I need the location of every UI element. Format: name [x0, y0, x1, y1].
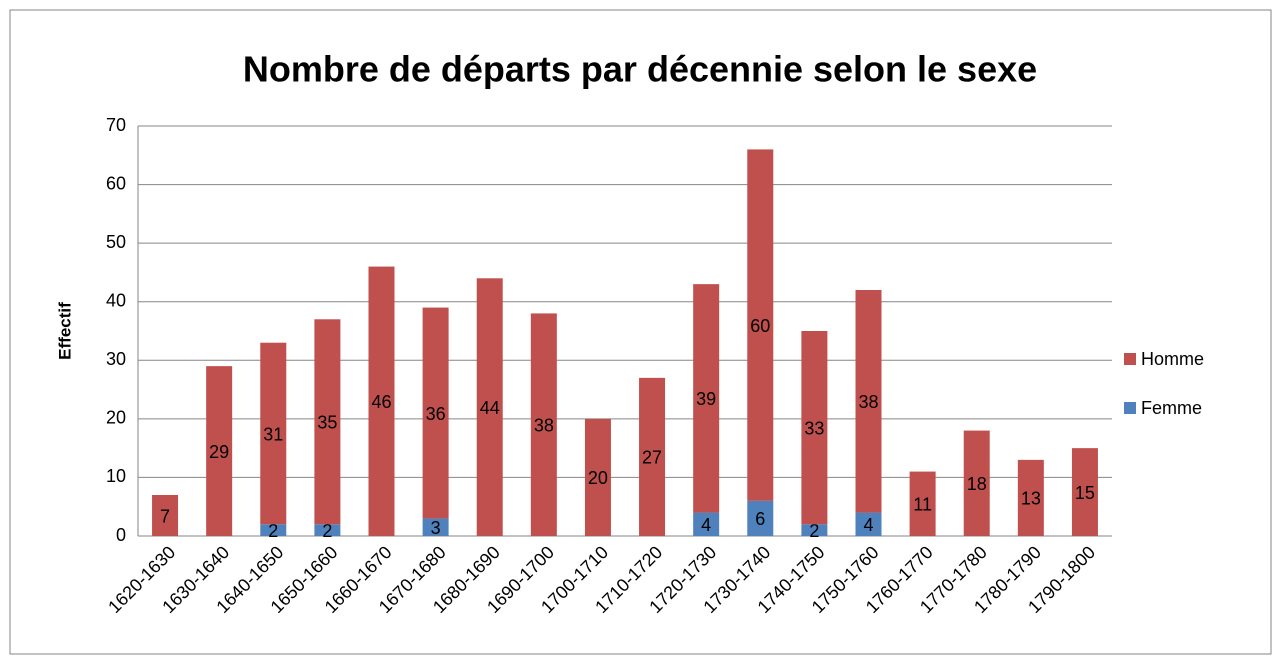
y-tick-label: 50 [106, 232, 126, 252]
legend-swatch [1124, 402, 1136, 414]
bar [747, 500, 774, 536]
legend-label: Homme [1141, 349, 1204, 369]
bar [530, 313, 557, 536]
bar [639, 377, 666, 536]
bar [855, 290, 882, 513]
bar [693, 512, 720, 536]
bar [260, 342, 287, 525]
data-label: 46 [371, 392, 391, 412]
data-label: 4 [863, 515, 873, 535]
bar [855, 512, 882, 536]
data-label: 2 [268, 521, 278, 541]
data-label: 38 [534, 415, 554, 435]
y-tick-label: 30 [106, 349, 126, 369]
bar [422, 307, 449, 519]
bar [693, 284, 720, 513]
bar [963, 430, 990, 536]
bar [422, 518, 449, 536]
chart-title: Nombre de départs par décennie selon le … [243, 49, 1037, 90]
data-label: 11 [913, 495, 932, 515]
legend-label: Femme [1141, 398, 1202, 418]
bar [801, 524, 828, 536]
bar [368, 266, 395, 536]
data-label: 20 [588, 468, 608, 488]
data-label: 31 [263, 424, 283, 444]
data-label: 38 [858, 392, 878, 412]
bar [584, 418, 611, 536]
bar [1017, 459, 1044, 536]
data-label: 44 [480, 398, 500, 418]
bar [747, 149, 774, 501]
data-label: 7 [160, 506, 170, 526]
bar [152, 495, 179, 536]
legend-swatch [1124, 353, 1136, 365]
y-tick-label: 20 [106, 408, 126, 428]
y-tick-label: 0 [116, 525, 126, 545]
data-label: 3 [431, 518, 441, 538]
y-tick-label: 60 [106, 173, 126, 193]
data-label: 29 [209, 442, 229, 462]
data-label: 2 [322, 521, 332, 541]
y-tick-label: 70 [106, 115, 126, 135]
y-axis-label: Effectif [55, 302, 74, 360]
data-label: 13 [1021, 489, 1041, 509]
data-label: 18 [967, 474, 987, 494]
bar [260, 524, 287, 536]
data-label: 36 [426, 404, 446, 424]
bar [476, 278, 503, 536]
chart-border [9, 9, 1272, 655]
bar [909, 471, 936, 536]
y-tick-label: 40 [106, 290, 126, 310]
data-label: 27 [642, 448, 662, 468]
data-label: 35 [317, 413, 337, 433]
bar [314, 319, 341, 525]
y-tick-label: 10 [106, 466, 126, 486]
data-label: 33 [804, 418, 824, 438]
bar [206, 366, 233, 536]
data-label: 6 [755, 509, 765, 529]
data-label: 4 [701, 515, 711, 535]
bar [801, 331, 828, 525]
data-label: 39 [696, 389, 716, 409]
bar [1071, 448, 1098, 536]
bar [314, 524, 341, 536]
data-label: 2 [809, 521, 819, 541]
data-label: 60 [750, 316, 770, 336]
data-label: 15 [1075, 483, 1095, 503]
